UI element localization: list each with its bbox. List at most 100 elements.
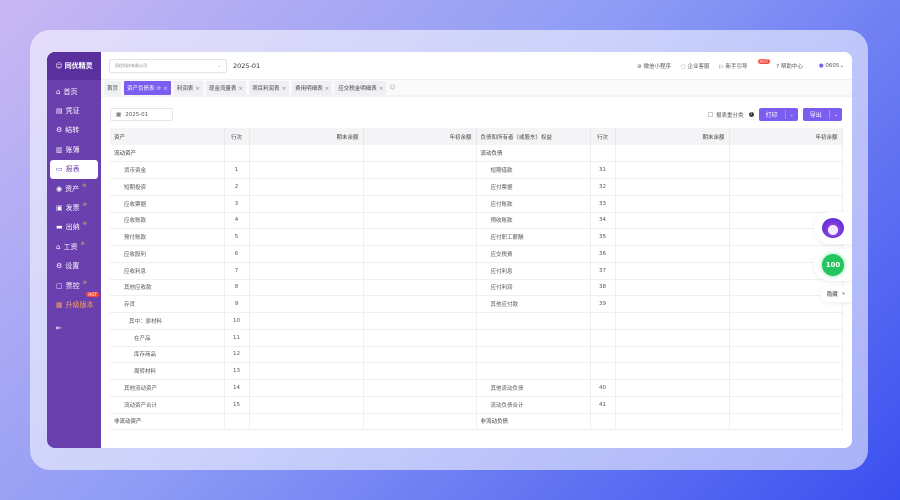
start-balance[interactable] (363, 396, 477, 414)
customer-service-link[interactable]: ◌ 企业客服 (680, 63, 710, 70)
end-balance[interactable] (615, 312, 730, 330)
end-balance[interactable] (249, 413, 364, 431)
start-balance[interactable] (363, 362, 477, 380)
start-balance[interactable] (363, 346, 477, 364)
sidebar-item-3[interactable]: ▥ 账簿 (47, 140, 101, 159)
start-balance[interactable] (729, 329, 843, 347)
print-button[interactable]: 打印 ⌄ (758, 108, 798, 121)
start-balance[interactable] (363, 145, 477, 163)
end-balance[interactable] (249, 228, 364, 246)
chevron-down-icon[interactable]: ⌄ (789, 111, 794, 118)
score-button[interactable]: 100 (814, 249, 852, 281)
close-icon[interactable]: × (163, 85, 168, 92)
start-balance[interactable] (729, 396, 843, 414)
close-icon[interactable]: × (195, 85, 200, 92)
start-balance[interactable] (363, 178, 477, 196)
end-balance[interactable] (615, 262, 730, 280)
sidebar-item-6[interactable]: ▣ 发票 ♔ (47, 198, 101, 217)
help-center-link[interactable]: ? 帮助中心 (776, 63, 803, 70)
tab-4[interactable]: 项目利润表 × (249, 80, 290, 95)
sidebar-item-7[interactable]: ▬ 出纳 ♔ (47, 218, 101, 237)
assistant-button[interactable] (814, 212, 852, 244)
start-balance[interactable] (363, 195, 477, 213)
sidebar-item-0[interactable]: ⌂ 首页 (47, 82, 101, 101)
sidebar-item-11[interactable]: ▦ 升级版本 HOT (47, 292, 101, 314)
start-balance[interactable] (363, 212, 477, 230)
end-balance[interactable] (249, 379, 364, 397)
refresh-icon[interactable]: ⟳ (156, 85, 162, 92)
end-balance[interactable] (615, 245, 730, 263)
chevron-down-icon[interactable]: ⌄ (833, 111, 838, 118)
end-balance[interactable] (249, 279, 364, 297)
more-tabs-icon[interactable]: ☺ (389, 84, 396, 91)
end-balance[interactable] (615, 362, 730, 380)
close-icon[interactable]: × (324, 85, 330, 92)
export-button[interactable]: 导出 ⌄ (802, 108, 842, 121)
close-icon[interactable]: × (378, 85, 384, 92)
start-balance[interactable] (363, 279, 477, 297)
start-balance[interactable] (729, 195, 843, 213)
end-balance[interactable] (249, 396, 364, 414)
end-balance[interactable] (615, 228, 730, 246)
sidebar-item-9[interactable]: ⚙ 设置 (47, 257, 101, 276)
start-balance[interactable] (729, 413, 843, 431)
start-balance[interactable] (363, 379, 477, 397)
tab-5[interactable]: 费用明细表 × (292, 80, 333, 95)
start-balance[interactable] (363, 245, 477, 263)
start-balance[interactable] (363, 295, 477, 313)
start-balance[interactable] (363, 262, 477, 280)
start-balance[interactable] (729, 161, 843, 179)
close-icon[interactable]: × (238, 85, 243, 92)
end-balance[interactable] (615, 145, 730, 163)
end-balance[interactable] (249, 195, 364, 213)
end-balance[interactable] (249, 145, 364, 163)
end-balance[interactable] (249, 346, 364, 364)
sidebar-item-4[interactable]: ▭ 报表 (50, 159, 98, 179)
end-balance[interactable] (249, 212, 364, 230)
start-balance[interactable] (363, 413, 477, 431)
company-select[interactable]: 同优科技有限公司 ⌄ (109, 58, 227, 73)
sidebar-item-10[interactable]: ▢ 票控 ♔ (47, 276, 101, 295)
end-balance[interactable] (249, 161, 364, 179)
sidebar-item-5[interactable]: ◉ 资产 ♔ (47, 179, 101, 198)
end-balance[interactable] (615, 329, 730, 347)
start-balance[interactable] (363, 228, 477, 246)
start-balance[interactable] (729, 346, 843, 364)
sidebar-item-2[interactable]: ⚙ 结转 (47, 121, 101, 140)
start-balance[interactable] (729, 178, 843, 196)
close-icon[interactable]: × (281, 85, 287, 92)
guide-link[interactable]: ▷ 新手引导HOT (719, 58, 771, 70)
end-balance[interactable] (615, 413, 730, 431)
tab-6[interactable]: 应交税金明细表 × (335, 80, 387, 95)
tab-3[interactable]: 现金流量表 × (205, 80, 246, 95)
start-balance[interactable] (729, 312, 843, 330)
end-balance[interactable] (615, 295, 730, 313)
end-balance[interactable] (615, 178, 730, 196)
tab-2[interactable]: 利润表 × (173, 80, 203, 95)
end-balance[interactable] (615, 279, 730, 297)
end-balance[interactable] (249, 262, 364, 280)
end-balance[interactable] (249, 245, 364, 263)
end-balance[interactable] (249, 329, 364, 347)
tab-0[interactable]: 首页 (104, 80, 122, 95)
start-balance[interactable] (729, 379, 843, 397)
user-menu[interactable]: ● 0605⌄ (818, 62, 844, 69)
reclass-checkbox[interactable]: 报表重分类 (708, 111, 744, 119)
end-balance[interactable] (615, 346, 730, 364)
hide-float-button[interactable]: 隐藏» (820, 286, 852, 302)
sidebar-item-8[interactable]: ⌂ 工资 ♔ (47, 237, 101, 256)
end-balance[interactable] (249, 312, 364, 330)
end-balance[interactable] (249, 362, 364, 380)
sidebar-item-1[interactable]: ▤ 凭证 (47, 101, 101, 120)
start-balance[interactable] (363, 329, 477, 347)
start-balance[interactable] (729, 145, 843, 163)
mini-program-link[interactable]: ⊘ 微信小程序 (637, 63, 671, 70)
end-balance[interactable] (249, 178, 364, 196)
end-balance[interactable] (249, 295, 364, 313)
tab-1[interactable]: 资产负债表 ⟳ × (124, 80, 171, 95)
start-balance[interactable] (729, 362, 843, 380)
help-icon[interactable]: ? (748, 112, 754, 117)
end-balance[interactable] (615, 212, 730, 230)
end-balance[interactable] (615, 161, 730, 179)
collapse-sidebar-icon[interactable]: ⇤ (56, 324, 62, 333)
